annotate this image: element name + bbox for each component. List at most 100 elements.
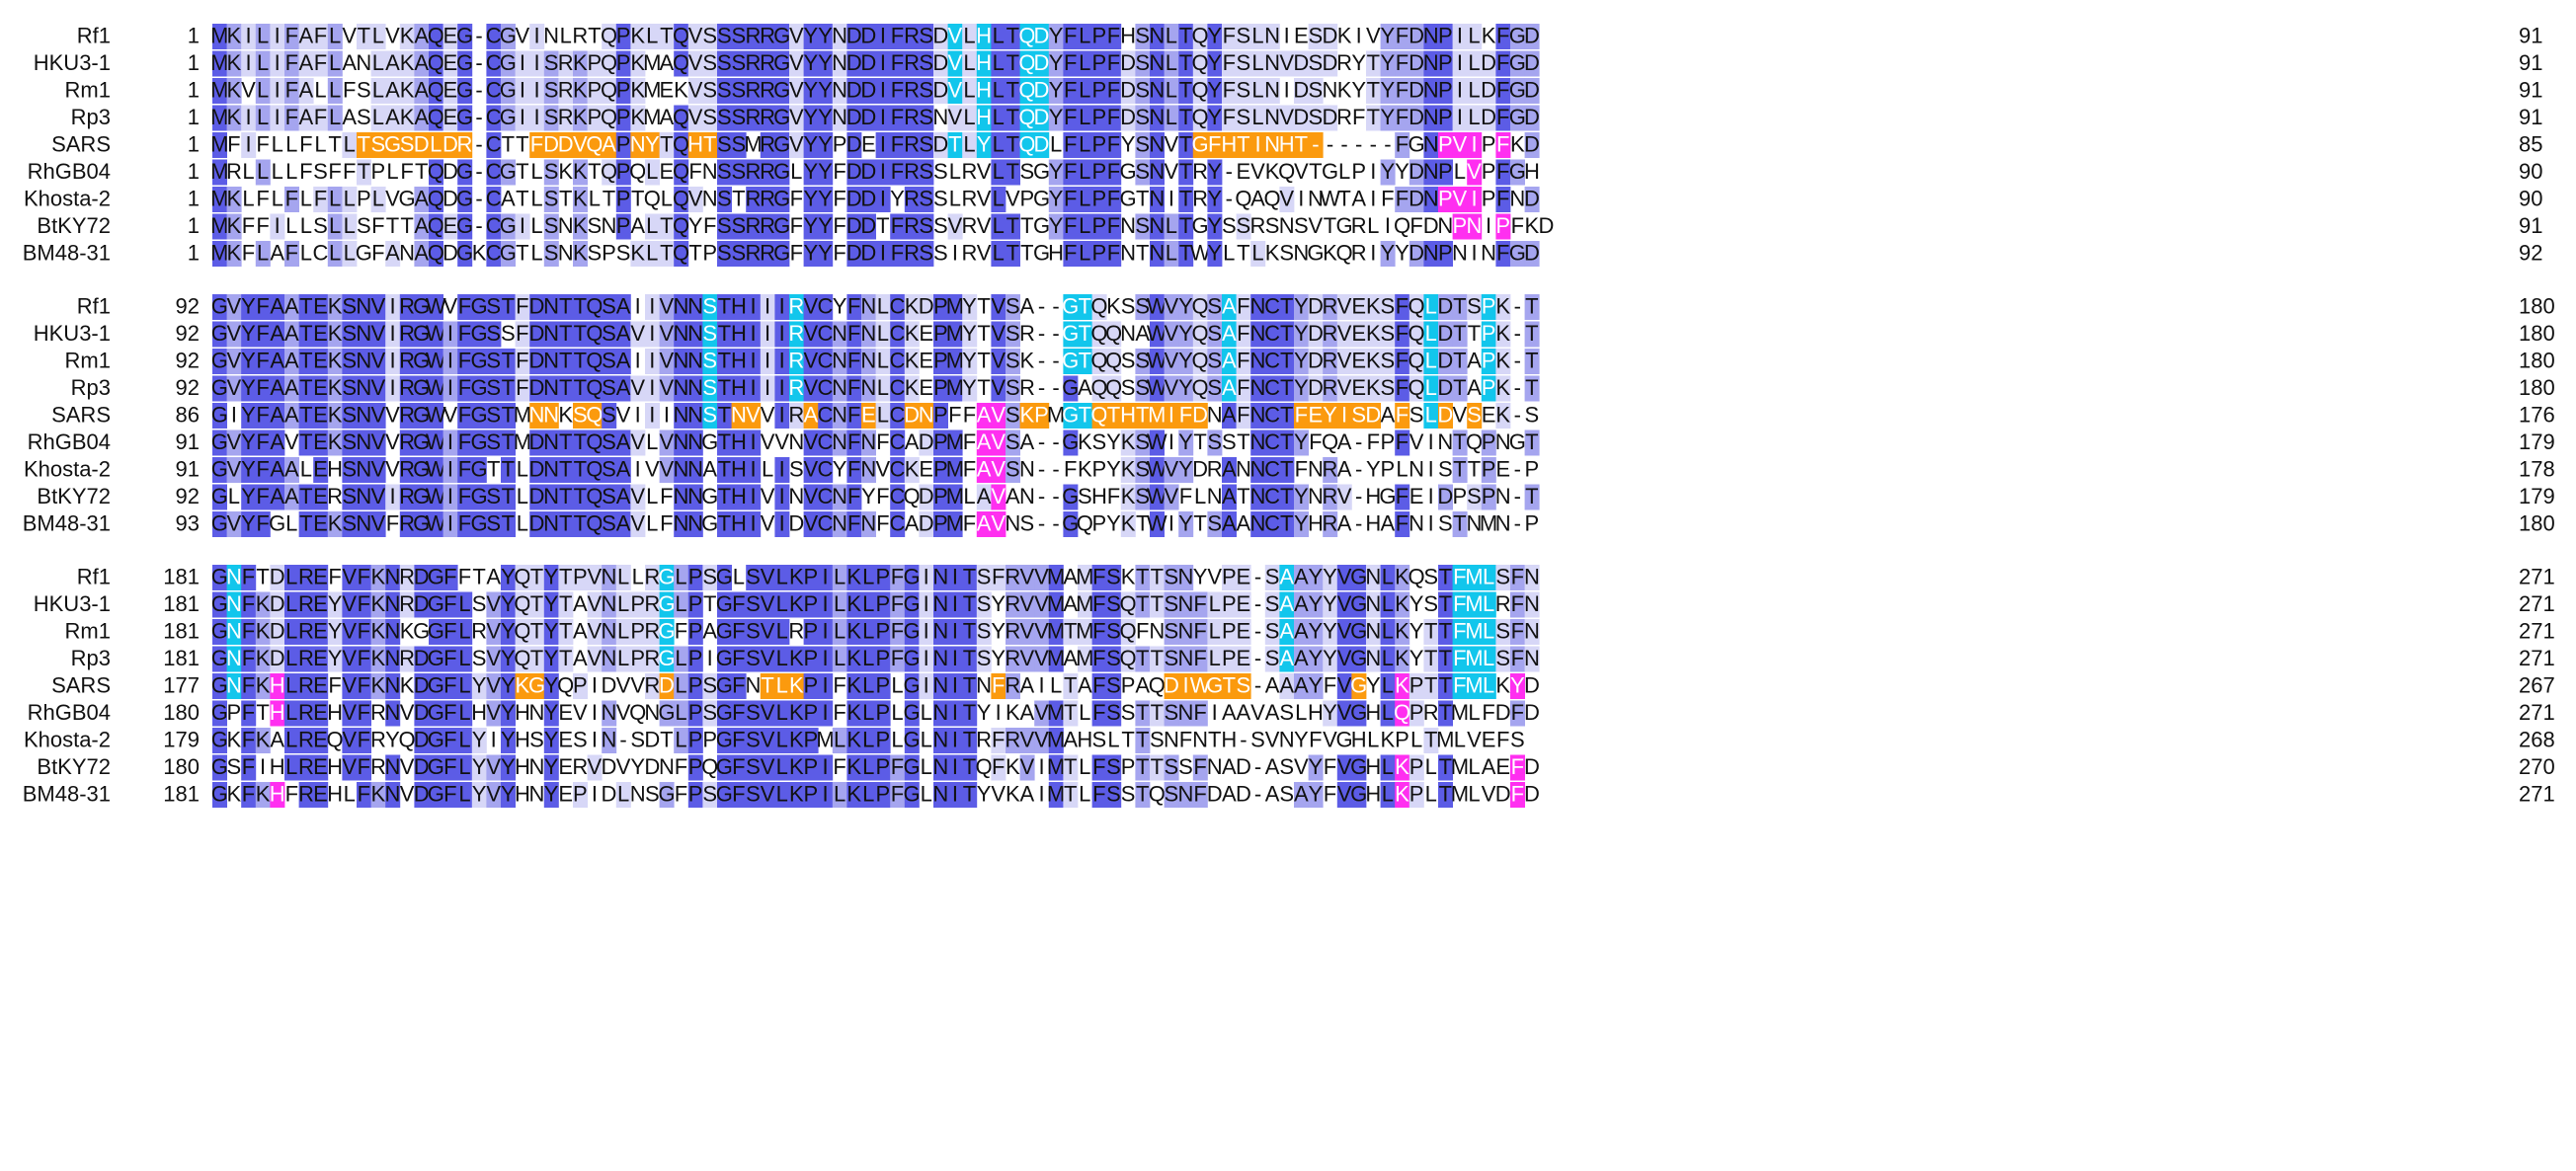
residue: T	[1179, 78, 1192, 103]
residue: K	[905, 321, 920, 346]
residue: P	[1092, 511, 1107, 536]
residue: S	[1381, 294, 1396, 319]
residue: G	[716, 782, 733, 807]
residue: T	[603, 187, 615, 211]
residue: F	[314, 187, 327, 211]
residue: N	[543, 321, 559, 346]
residue: F	[833, 213, 845, 238]
residue: N	[385, 565, 401, 589]
residue: A	[270, 349, 284, 373]
residue: Y	[630, 754, 645, 779]
residue: L	[993, 187, 1005, 211]
residue: T	[718, 484, 731, 508]
residue: I	[765, 349, 770, 373]
residue: I	[649, 349, 655, 373]
residue: L	[632, 565, 644, 589]
residue: S	[1121, 375, 1136, 400]
residue: P	[1482, 484, 1496, 508]
residue: V	[1366, 24, 1381, 48]
residue: -	[1038, 349, 1045, 373]
residue: P	[616, 187, 631, 211]
residue: S	[1135, 105, 1150, 129]
residue: D	[846, 132, 862, 157]
residue: R	[1336, 105, 1352, 129]
sequence-name: Rm1	[65, 619, 111, 644]
residue: N	[687, 321, 703, 346]
residue: T	[1208, 728, 1221, 752]
residue: T	[1064, 782, 1077, 807]
residue: T	[718, 457, 731, 482]
residue: Y	[688, 213, 703, 238]
residue: V	[227, 429, 242, 454]
residue: F	[1396, 105, 1409, 129]
residue: I	[750, 349, 756, 373]
residue: -	[1355, 484, 1362, 508]
residue: V	[1020, 591, 1035, 616]
residue: K	[371, 646, 386, 670]
residue: K	[846, 591, 861, 616]
residue: L	[1209, 591, 1221, 616]
residue: L	[993, 159, 1005, 184]
residue: I	[1182, 673, 1188, 698]
end-position: 91	[2519, 105, 2542, 129]
residue: M	[1076, 619, 1093, 644]
residue: I	[952, 728, 958, 752]
residue-cell	[1395, 24, 1410, 49]
residue: L	[1410, 728, 1422, 752]
residue: L	[862, 782, 874, 807]
end-position: 271	[2519, 700, 2555, 725]
residue: A	[1381, 403, 1396, 428]
residue: L	[646, 159, 658, 184]
residue: G	[1509, 50, 1526, 75]
residue: V	[616, 403, 631, 428]
residue: D	[1423, 213, 1439, 238]
start-position: 1	[188, 50, 200, 75]
residue-cell	[659, 24, 675, 49]
residue: H	[1365, 782, 1381, 807]
residue: Y	[1207, 213, 1222, 238]
residue: F	[847, 484, 860, 508]
residue-cell	[962, 24, 978, 49]
residue: I	[491, 728, 497, 752]
residue: K	[227, 105, 242, 129]
residue: V	[588, 646, 603, 670]
residue-cell	[832, 50, 847, 77]
residue: Q	[586, 484, 603, 508]
residue: C	[890, 403, 906, 428]
residue: L	[1209, 619, 1221, 644]
residue: V	[645, 457, 660, 482]
residue-cell	[1423, 24, 1439, 49]
end-position: 271	[2519, 782, 2555, 807]
residue: L	[1194, 484, 1206, 508]
residue-cell	[1178, 24, 1194, 49]
residue: P	[876, 754, 891, 779]
residue: L	[314, 78, 326, 103]
residue: R	[298, 646, 314, 670]
residue: T	[1020, 213, 1033, 238]
residue: F	[891, 646, 904, 670]
residue: V	[342, 619, 357, 644]
residue: F	[358, 728, 370, 752]
residue: V	[486, 700, 501, 725]
residue: L	[963, 78, 975, 103]
residue: K	[1337, 24, 1352, 48]
residue: L	[1295, 700, 1307, 725]
residue: N	[1207, 403, 1223, 428]
residue: D	[932, 78, 948, 103]
residue: V	[588, 565, 603, 589]
residue: F	[1396, 403, 1409, 428]
residue: E	[443, 24, 458, 48]
residue: L	[1209, 646, 1221, 670]
residue: L	[329, 50, 341, 75]
residue: A	[905, 429, 920, 454]
residue: Y	[241, 321, 256, 346]
residue: Y	[977, 782, 992, 807]
residue: V	[371, 349, 386, 373]
residue-cell	[890, 50, 906, 77]
residue: A	[501, 187, 516, 211]
residue: R	[558, 78, 574, 103]
residue: V	[1337, 375, 1352, 400]
